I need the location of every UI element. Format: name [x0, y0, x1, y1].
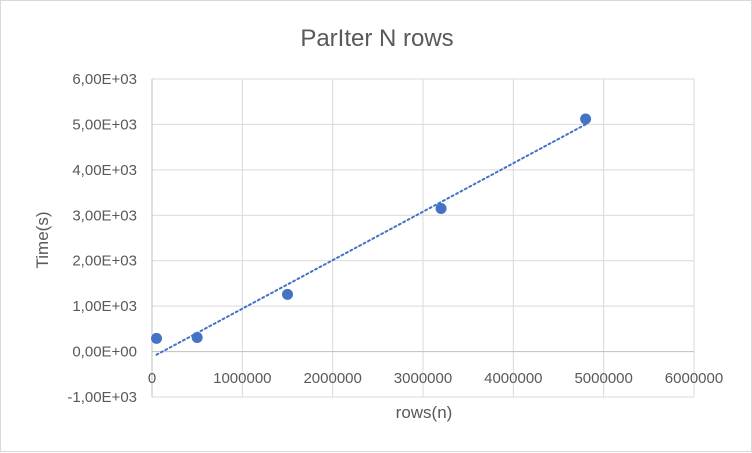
data-point — [436, 203, 447, 214]
y-tick-label: -1,00E+03 — [67, 389, 137, 406]
data-points — [151, 113, 591, 343]
x-axis-title: rows(n) — [396, 403, 453, 422]
x-tick-label: 0 — [148, 370, 156, 387]
data-point — [192, 332, 203, 343]
x-tick-labels: 0 1000000 2000000 3000000 4000000 5000000 6000… — [148, 370, 723, 387]
y-tick-label: 4,00E+03 — [72, 162, 137, 179]
y-tick-label: 1,00E+03 — [72, 298, 137, 315]
trendline-layer — [157, 124, 586, 354]
y-tick-label: 3,00E+03 — [72, 207, 137, 224]
data-point — [580, 113, 591, 124]
x-tick-label: 3000000 — [394, 370, 452, 387]
data-point — [151, 333, 162, 344]
x-tick-label: 1000000 — [213, 370, 271, 387]
y-axis-title: Time(s) — [33, 212, 52, 269]
x-tick-label: 4000000 — [484, 370, 542, 387]
data-point — [282, 289, 293, 300]
y-tick-label: 5,00E+03 — [72, 116, 137, 133]
x-tick-label: 2000000 — [303, 370, 361, 387]
gridlines — [152, 79, 694, 397]
chart-title: ParIter N rows — [300, 25, 453, 52]
y-tick-labels: -1,00E+03 0,00E+00 1,00E+03 2,00E+03 3,00E+0… — [67, 71, 137, 406]
y-tick-label: 2,00E+03 — [72, 253, 137, 270]
y-tick-label: 0,00E+00 — [72, 344, 137, 361]
x-tick-label: 6000000 — [665, 370, 723, 387]
y-tick-label: 6,00E+03 — [72, 71, 137, 88]
x-tick-label: 5000000 — [574, 370, 632, 387]
linear-trendline — [157, 124, 586, 354]
